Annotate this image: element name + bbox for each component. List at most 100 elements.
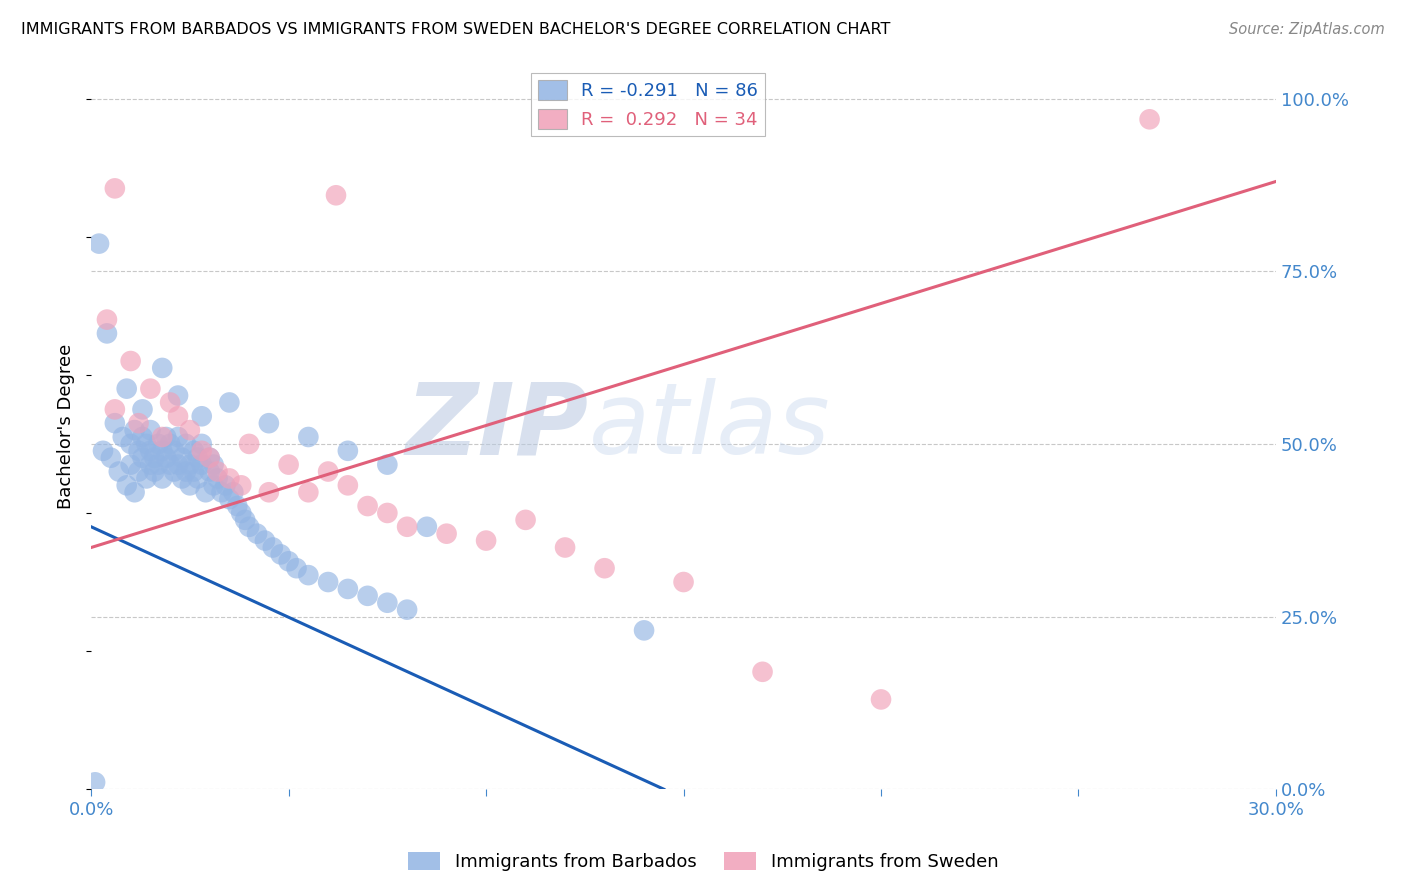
Point	[104, 416, 127, 430]
Point	[131, 430, 153, 444]
Point	[222, 485, 245, 500]
Point	[231, 478, 253, 492]
Point	[135, 437, 157, 451]
Point	[396, 520, 419, 534]
Point	[297, 430, 319, 444]
Point	[170, 450, 193, 465]
Point	[297, 485, 319, 500]
Point	[218, 471, 240, 485]
Point	[238, 437, 260, 451]
Point	[155, 450, 177, 465]
Point	[257, 485, 280, 500]
Point	[167, 458, 190, 472]
Point	[233, 513, 256, 527]
Point	[336, 443, 359, 458]
Point	[187, 471, 209, 485]
Point	[135, 471, 157, 485]
Point	[202, 458, 225, 472]
Point	[115, 382, 138, 396]
Point	[207, 465, 229, 479]
Point	[336, 478, 359, 492]
Point	[416, 520, 439, 534]
Point	[336, 582, 359, 596]
Point	[111, 430, 134, 444]
Point	[148, 437, 170, 451]
Point	[87, 236, 110, 251]
Point	[104, 181, 127, 195]
Point	[96, 326, 118, 341]
Legend: R = -0.291   N = 86, R =  0.292   N = 34: R = -0.291 N = 86, R = 0.292 N = 34	[530, 73, 765, 136]
Point	[84, 775, 107, 789]
Point	[174, 437, 197, 451]
Point	[170, 471, 193, 485]
Y-axis label: Bachelor's Degree: Bachelor's Degree	[58, 344, 75, 509]
Point	[190, 458, 212, 472]
Point	[167, 409, 190, 424]
Point	[198, 465, 221, 479]
Point	[218, 492, 240, 507]
Point	[150, 430, 173, 444]
Point	[214, 478, 236, 492]
Point	[96, 312, 118, 326]
Point	[179, 423, 201, 437]
Point	[211, 485, 233, 500]
Point	[190, 409, 212, 424]
Text: IMMIGRANTS FROM BARBADOS VS IMMIGRANTS FROM SWEDEN BACHELOR'S DEGREE CORRELATION: IMMIGRANTS FROM BARBADOS VS IMMIGRANTS F…	[21, 22, 890, 37]
Point	[187, 450, 209, 465]
Point	[174, 465, 197, 479]
Point	[262, 541, 284, 555]
Point	[159, 458, 181, 472]
Point	[159, 437, 181, 451]
Point	[167, 430, 190, 444]
Point	[316, 574, 339, 589]
Point	[253, 533, 276, 548]
Point	[107, 465, 129, 479]
Point	[316, 465, 339, 479]
Point	[150, 443, 173, 458]
Point	[150, 360, 173, 375]
Point	[190, 437, 212, 451]
Point	[198, 450, 221, 465]
Point	[128, 465, 150, 479]
Point	[120, 354, 142, 368]
Point	[270, 548, 292, 562]
Point	[207, 471, 229, 485]
Point	[179, 458, 201, 472]
Point	[139, 443, 162, 458]
Point	[297, 568, 319, 582]
Point	[870, 692, 893, 706]
Point	[554, 541, 576, 555]
Point	[226, 499, 249, 513]
Point	[356, 499, 378, 513]
Point	[131, 450, 153, 465]
Text: Source: ZipAtlas.com: Source: ZipAtlas.com	[1229, 22, 1385, 37]
Point	[593, 561, 616, 575]
Point	[277, 458, 299, 472]
Point	[143, 465, 166, 479]
Point	[238, 520, 260, 534]
Point	[751, 665, 773, 679]
Point	[436, 526, 458, 541]
Point	[120, 437, 142, 451]
Point	[104, 402, 127, 417]
Point	[325, 188, 347, 202]
Point	[150, 471, 173, 485]
Point	[148, 458, 170, 472]
Point	[155, 430, 177, 444]
Point	[285, 561, 308, 575]
Point	[120, 458, 142, 472]
Point	[231, 506, 253, 520]
Point	[377, 506, 399, 520]
Point	[257, 416, 280, 430]
Point	[194, 485, 217, 500]
Point	[672, 574, 695, 589]
Point	[91, 443, 114, 458]
Point	[124, 423, 146, 437]
Point	[356, 589, 378, 603]
Point	[377, 596, 399, 610]
Point	[515, 513, 537, 527]
Point	[159, 395, 181, 409]
Point	[139, 423, 162, 437]
Point	[190, 443, 212, 458]
Point	[475, 533, 498, 548]
